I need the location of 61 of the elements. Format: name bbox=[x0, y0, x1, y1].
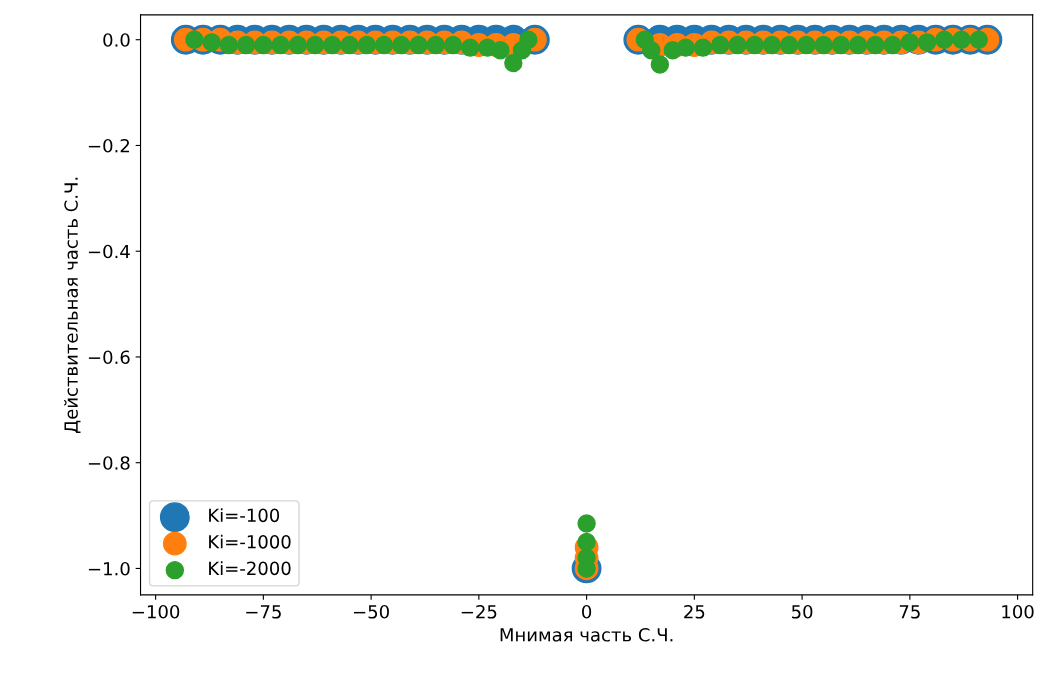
x-tick-label: 25 bbox=[684, 604, 705, 619]
point bbox=[392, 35, 411, 55]
point bbox=[577, 532, 596, 552]
point bbox=[848, 35, 868, 55]
point bbox=[797, 35, 816, 55]
x-tick-label: −75 bbox=[246, 605, 281, 619]
point bbox=[650, 55, 670, 74]
point bbox=[254, 35, 273, 55]
point bbox=[577, 514, 596, 533]
point bbox=[491, 41, 510, 60]
point bbox=[917, 33, 937, 52]
point bbox=[409, 35, 428, 55]
point bbox=[762, 35, 782, 55]
point bbox=[374, 35, 394, 55]
point bbox=[900, 33, 920, 52]
point bbox=[866, 35, 885, 55]
y-tick-label: −0.6 bbox=[88, 350, 130, 365]
point bbox=[461, 38, 480, 57]
x-tick-label: 75 bbox=[899, 605, 920, 619]
point bbox=[357, 35, 377, 55]
x-tick-label: 50 bbox=[792, 604, 813, 619]
point bbox=[426, 35, 445, 55]
x-tick-label: −50 bbox=[353, 604, 389, 619]
point bbox=[504, 53, 523, 73]
x-tick-label: 0 bbox=[582, 604, 592, 619]
point bbox=[969, 30, 988, 49]
point bbox=[219, 35, 239, 55]
legend-label: Ki=-2000 bbox=[209, 561, 291, 576]
point bbox=[185, 30, 204, 49]
point bbox=[340, 35, 359, 55]
x-axis-title: Мнимая часть С.Ч. bbox=[500, 627, 673, 642]
x-tick-label: 100 bbox=[1002, 604, 1034, 619]
point bbox=[288, 35, 308, 55]
point bbox=[202, 33, 221, 52]
point bbox=[305, 35, 325, 55]
point bbox=[642, 41, 661, 60]
point bbox=[323, 35, 342, 55]
point bbox=[236, 35, 256, 55]
point bbox=[935, 30, 954, 49]
y-tick-label: −0.2 bbox=[88, 138, 129, 153]
point bbox=[814, 35, 833, 55]
y-axis-title: Действительная часть С.Ч. bbox=[64, 177, 81, 434]
y-tick-label: −0.8 bbox=[88, 456, 130, 470]
y-tick-label: −0.4 bbox=[88, 244, 130, 259]
point bbox=[271, 35, 290, 55]
point bbox=[745, 35, 764, 55]
x-tick-label: −25 bbox=[461, 604, 497, 619]
point bbox=[443, 35, 463, 55]
point bbox=[952, 30, 971, 49]
point bbox=[779, 35, 799, 55]
point bbox=[676, 38, 695, 57]
x-tick-label: −100 bbox=[132, 604, 180, 619]
legend-label: Ki=-1000 bbox=[209, 534, 291, 549]
y-tick-label: −1.0 bbox=[88, 561, 130, 576]
point bbox=[728, 35, 747, 55]
y-tick-label: 0.0 bbox=[103, 33, 130, 47]
point bbox=[711, 35, 730, 55]
point bbox=[831, 35, 851, 55]
legend-label: Ki=-100 bbox=[209, 508, 280, 523]
point bbox=[883, 35, 902, 55]
point bbox=[693, 38, 713, 57]
